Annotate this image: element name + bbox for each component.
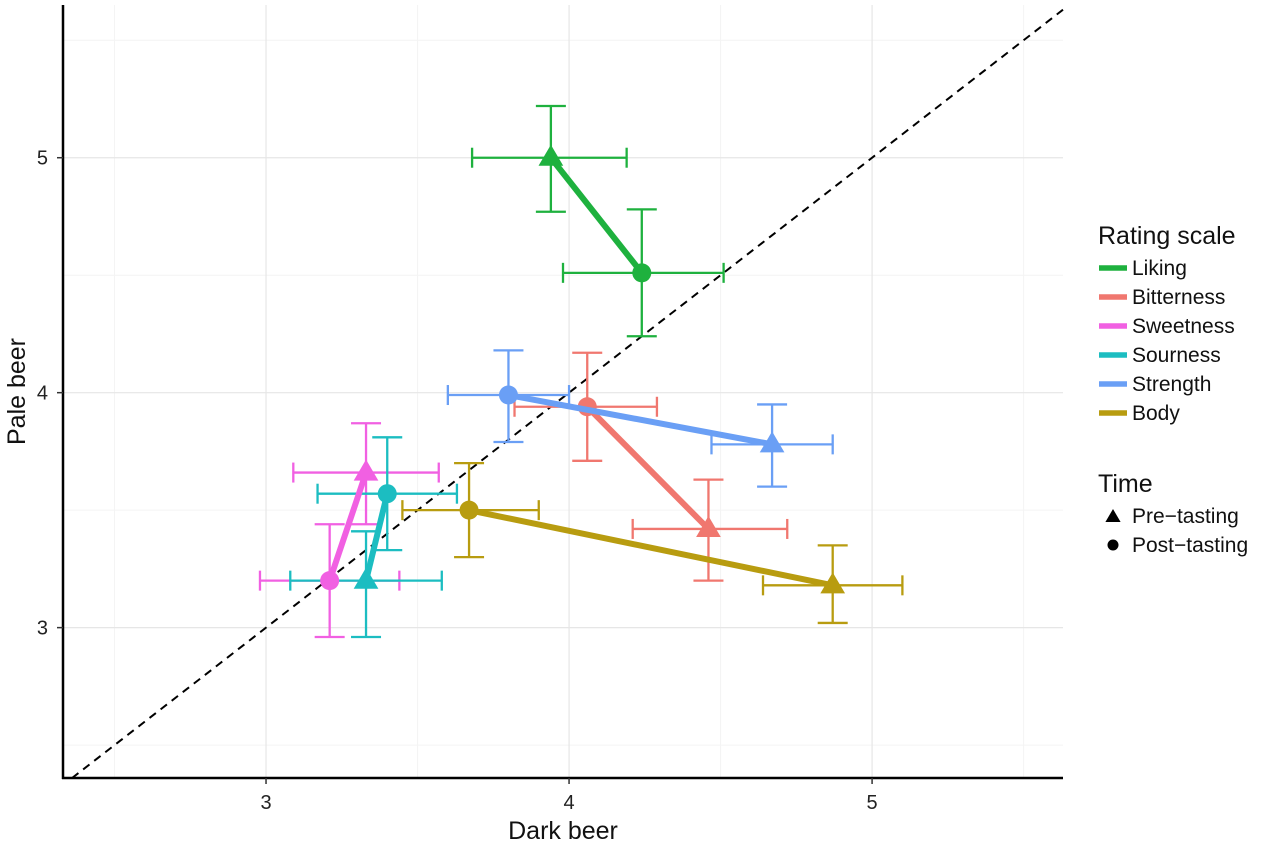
gridlines — [63, 5, 1063, 778]
liking-pre-tasting-point — [538, 144, 564, 166]
bitterness-connector-line — [585, 404, 711, 532]
legend-label-body: Body — [1132, 402, 1180, 425]
axes: 3 4 5 3 4 5 Dark beer Pale beer — [3, 5, 1063, 845]
bitterness-pre-tasting-point — [696, 515, 721, 538]
legend-label-strength: Strength — [1132, 373, 1211, 396]
legend: Rating scale Liking Bitterness Sweetness Sou… — [1098, 222, 1248, 557]
color-legend-title: Rating scale — [1098, 222, 1236, 250]
shape-legend-title: Time — [1098, 470, 1153, 498]
x-tick-label: 5 — [867, 792, 878, 814]
body-connector-line — [468, 507, 834, 589]
y-tick-label: 3 — [37, 618, 48, 640]
legend-label-bitterness: Bitterness — [1132, 286, 1225, 309]
sweetness-pre-tasting-point — [353, 459, 379, 481]
strength-connector-line — [507, 392, 773, 448]
liking-post-tasting-point — [632, 263, 652, 283]
legend-triangle-icon — [1105, 509, 1121, 522]
legend-label-liking: Liking — [1132, 257, 1187, 280]
legend-label-sourness: Sourness — [1132, 344, 1221, 367]
sweetness-connector-line — [326, 471, 369, 582]
x-tick-label: 4 — [563, 792, 574, 814]
reference-line-layer — [71, 8, 1064, 779]
identity-reference-line — [71, 8, 1064, 779]
x-axis-title: Dark beer — [508, 817, 618, 845]
legend-label-sweetness: Sweetness — [1132, 315, 1235, 338]
x-tick-label: 3 — [260, 792, 271, 814]
liking-connector-line — [548, 155, 645, 275]
y-tick-label: 5 — [37, 148, 48, 170]
legend-label-time: Pre−tasting — [1132, 505, 1239, 528]
sweetness-post-tasting-point — [320, 571, 340, 591]
legend-label-time: Post−tasting — [1132, 534, 1248, 557]
sourness-post-tasting-point — [377, 484, 397, 504]
body-post-tasting-point — [459, 500, 479, 520]
strength-post-tasting-point — [498, 385, 518, 405]
y-axis-title: Pale beer — [3, 338, 31, 445]
legend-circle-icon — [1107, 539, 1119, 551]
strength-pre-tasting-point — [759, 431, 785, 453]
sourness-connector-line — [363, 492, 391, 582]
data-layer — [258, 104, 904, 639]
sourness-pre-tasting-point — [353, 567, 379, 589]
body-pre-tasting-point — [820, 572, 846, 594]
y-tick-label: 4 — [37, 383, 48, 405]
